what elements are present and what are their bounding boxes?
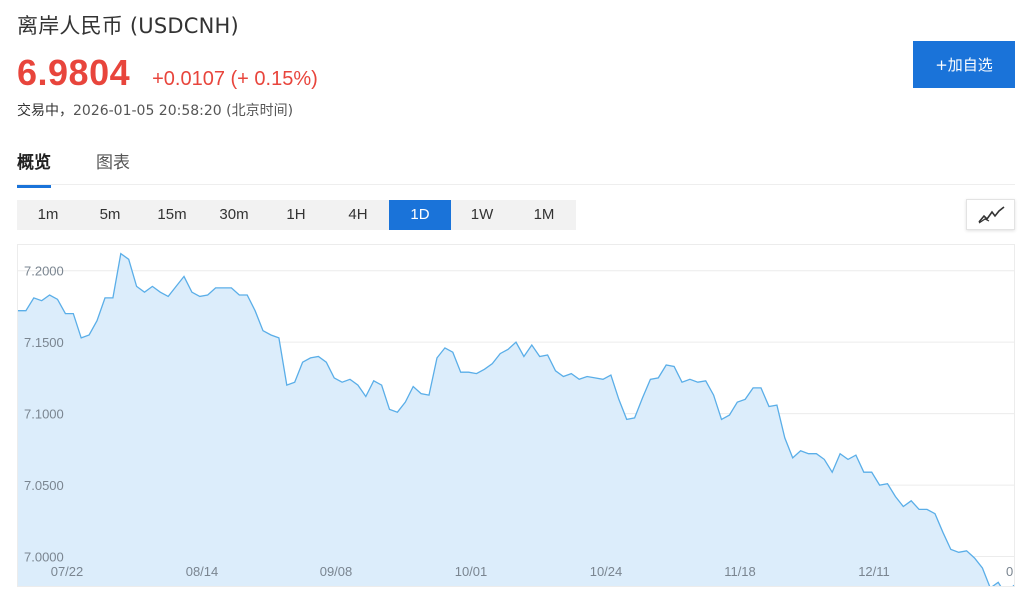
line-chart-icon — [978, 206, 1005, 224]
period-1w[interactable]: 1W — [470, 206, 494, 223]
x-tick-label: 12/11 — [858, 564, 890, 579]
x-tick-label: 01/05 — [1006, 564, 1015, 579]
y-tick-label: 7.1000 — [24, 407, 64, 422]
y-tick-label: 7.0000 — [24, 550, 64, 565]
y-tick-label: 7.1500 — [24, 335, 64, 350]
tab-overview[interactable]: 概览 — [17, 148, 51, 188]
y-tick-label: 7.2000 — [24, 264, 64, 279]
quote-row: 6.9804 +0.0107 (+ 0.15%) — [17, 52, 318, 94]
price-line — [18, 252, 1014, 586]
tab-chart[interactable]: 图表 — [96, 153, 130, 173]
page-title: 离岸人民币 (USDCNH) — [17, 14, 239, 38]
period-1h[interactable]: 1H — [286, 206, 306, 223]
price-chart[interactable]: 7.2000 7.1500 7.1000 7.0500 7.0000 07/22 08/14… — [17, 244, 1015, 587]
period-1mo[interactable]: 1M — [533, 206, 555, 223]
period-30m[interactable]: 30m — [219, 206, 249, 223]
timestamp: 2026-01-05 20:58:20 — [73, 103, 222, 119]
x-tick-label: 10/01 — [455, 564, 488, 579]
period-1m[interactable]: 1m — [37, 206, 59, 223]
x-tick-label: 11/18 — [724, 564, 756, 579]
price-area — [18, 253, 1014, 586]
chart-type-button[interactable] — [966, 199, 1015, 230]
price-change: +0.0107 (+ 0.15%) — [152, 68, 318, 90]
period-5m[interactable]: 5m — [99, 206, 121, 223]
x-tick-label: 08/14 — [186, 564, 219, 579]
y-tick-label: 7.0500 — [24, 478, 64, 493]
x-tick-label: 10/24 — [590, 564, 623, 579]
period-1d[interactable]: 1D — [389, 200, 451, 230]
view-tabs: 概览 图表 — [17, 148, 175, 188]
period-15m[interactable]: 15m — [157, 206, 187, 223]
tabs-divider — [17, 184, 1015, 185]
add-watchlist-button[interactable]: +加自选 — [913, 41, 1015, 88]
x-tick-label: 07/22 — [51, 564, 84, 579]
period-4h[interactable]: 4H — [348, 206, 368, 223]
period-selector: 1m 5m 15m 30m 1H 4H 1D 1W 1M — [17, 200, 576, 230]
trading-status: 交易中，2026-01-05 20:58:20 (北京时间) — [17, 100, 293, 120]
x-tick-label: 09/08 — [320, 564, 353, 579]
timezone-label: (北京时间) — [226, 103, 294, 119]
status-label: 交易中， — [17, 103, 73, 119]
last-price: 6.9804 — [17, 52, 131, 93]
